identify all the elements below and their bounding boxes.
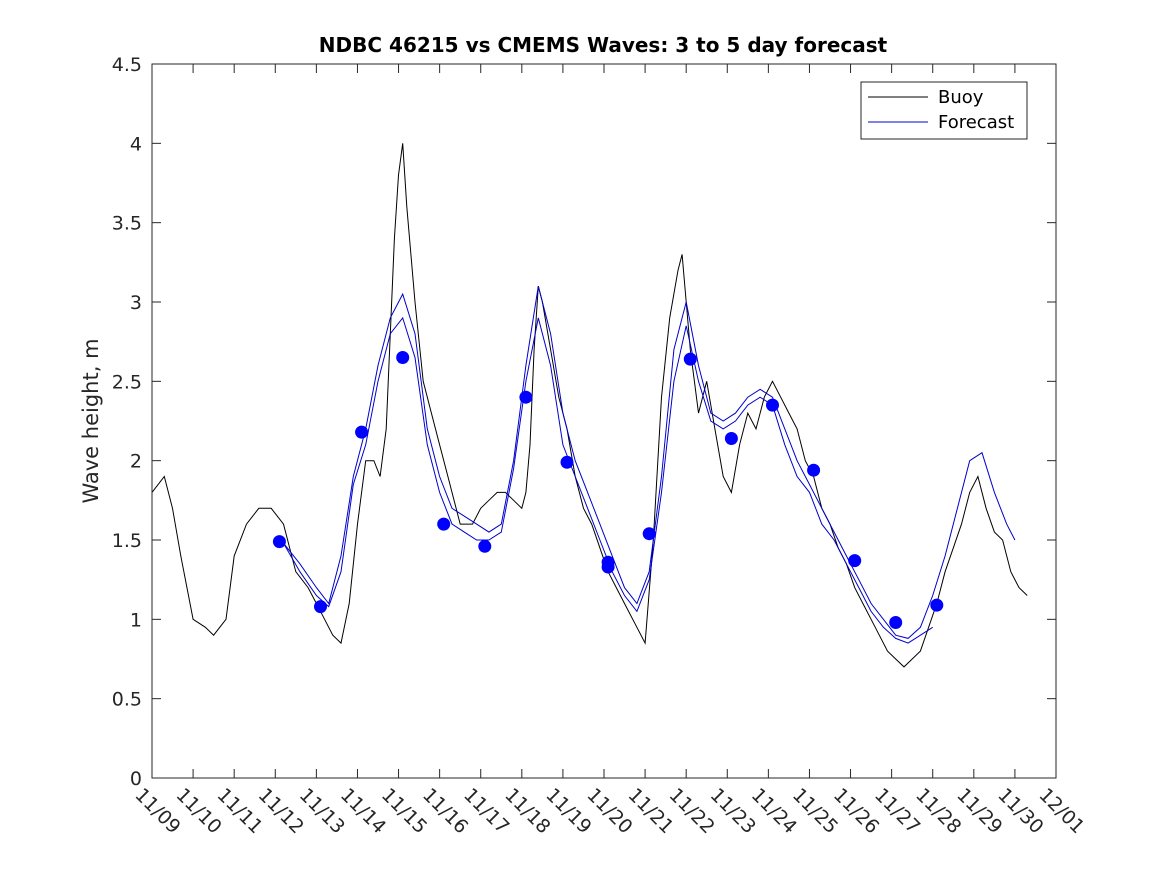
y-tick-label: 0: [130, 768, 142, 790]
y-axis-label: Wave height, m: [79, 338, 103, 503]
forecast-point: [272, 535, 286, 549]
forecast-point: [478, 539, 492, 553]
chart-title: NDBC 46215 vs CMEMS Waves: 3 to 5 day fo…: [319, 33, 888, 57]
forecast-point: [519, 390, 533, 404]
forecast-point: [889, 616, 903, 629]
y-tick-label: 0.5: [112, 689, 142, 711]
forecast-point: [683, 352, 697, 366]
legend-forecast-label: Forecast: [938, 112, 1014, 133]
forecast-point: [396, 351, 410, 364]
plot-area: [151, 143, 1028, 668]
forecast-point: [355, 425, 369, 439]
forecast-point: [314, 600, 327, 614]
forecast-point: [766, 398, 779, 412]
y-tick-label: 3.5: [112, 213, 142, 235]
forecast-point: [601, 560, 615, 574]
legend-box: [860, 81, 1028, 140]
y-tick-label: 2: [130, 451, 142, 473]
forecast-point: [724, 432, 738, 445]
forecast-point: [807, 463, 821, 477]
legend: Buoy Forecast: [860, 81, 1028, 140]
legend-buoy-label: Buoy: [938, 87, 984, 108]
y-tick-label: 2.5: [112, 371, 142, 393]
series-line-forecast: [283, 285, 1016, 639]
forecast-point: [848, 554, 862, 568]
series-line-buoy: [151, 143, 1028, 668]
y-tick-label: 1: [130, 609, 142, 631]
y-tick-label: 1.5: [112, 530, 142, 552]
y-axis: 0 0.5 1 1.5 2 2.5 3 3.5 4 4.5: [112, 54, 1056, 790]
y-tick-label: 3: [130, 292, 142, 314]
forecast-point: [642, 527, 656, 541]
forecast-point: [560, 455, 574, 469]
y-tick-label: 4.5: [112, 54, 142, 76]
y-tick-label: 4: [130, 133, 142, 155]
forecast-point: [437, 517, 451, 531]
forecast-point: [930, 598, 944, 612]
